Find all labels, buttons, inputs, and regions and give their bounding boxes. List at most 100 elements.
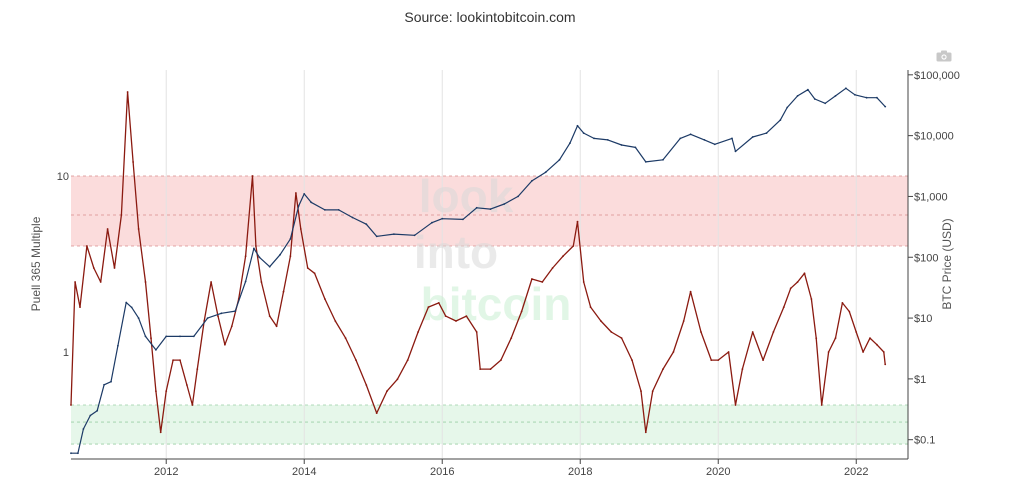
puell-point — [640, 390, 642, 392]
y-left-tick-label: 10 — [57, 171, 69, 183]
puell-point — [479, 368, 482, 370]
puell-point — [662, 368, 664, 370]
camera-icon[interactable] — [936, 50, 952, 62]
puell-point — [224, 343, 226, 346]
watermark-into: into — [414, 226, 498, 278]
puell-point — [815, 337, 818, 339]
puell-point — [79, 306, 81, 308]
x-tick-label: 2020 — [706, 466, 730, 478]
price-point — [103, 383, 105, 386]
puell-point — [672, 351, 675, 353]
price-point — [365, 223, 368, 226]
puell-point — [86, 245, 88, 247]
puell-point — [610, 331, 613, 333]
y-left-tick-label: 1 — [63, 347, 69, 359]
puell-point — [334, 320, 337, 322]
puell-point — [159, 431, 162, 434]
puell-point — [689, 290, 692, 293]
price-point — [130, 306, 133, 309]
puell-point — [772, 331, 775, 333]
price-point — [89, 414, 92, 417]
puell-point — [144, 281, 147, 283]
puell-point — [700, 331, 702, 333]
puell-point — [827, 351, 830, 353]
price-point — [779, 119, 782, 121]
puell-point — [365, 384, 368, 386]
price-point — [393, 233, 395, 236]
puell-point — [217, 315, 219, 317]
puell-point — [306, 267, 309, 269]
puell-point — [834, 337, 837, 339]
price-point — [144, 335, 147, 338]
price-point — [77, 452, 79, 455]
puell-point — [520, 310, 523, 313]
puell-point — [196, 368, 199, 370]
puell-point — [682, 320, 685, 322]
grid-lines — [165, 70, 857, 458]
puell-point — [541, 281, 544, 283]
price-point — [110, 380, 112, 383]
puell-point — [751, 331, 754, 333]
puell-point — [289, 255, 292, 258]
puell-point — [782, 306, 785, 308]
puell-point — [150, 337, 152, 339]
puell-point — [589, 306, 592, 308]
puell-point — [155, 390, 157, 392]
puell-point — [848, 310, 851, 313]
price-point — [303, 193, 306, 195]
puell-point — [165, 390, 168, 392]
puell-point — [126, 91, 129, 93]
puell-point — [855, 331, 858, 333]
price-point — [125, 301, 128, 304]
price-point — [413, 234, 416, 237]
puell-point — [810, 298, 813, 300]
price-point — [324, 209, 326, 211]
puell-point — [620, 337, 623, 339]
puell-point — [734, 404, 737, 406]
price-point — [576, 124, 579, 127]
puell-point — [260, 281, 263, 283]
puell-point — [295, 192, 297, 194]
puell-point — [74, 281, 76, 283]
puell-point — [386, 390, 388, 392]
puell-point — [762, 359, 764, 361]
price-point — [634, 146, 637, 149]
puell-point — [186, 384, 188, 386]
price-point — [279, 253, 281, 256]
x-tick-label: 2014 — [292, 466, 316, 478]
price-point — [297, 205, 300, 207]
puell-point — [582, 281, 585, 283]
price-point — [253, 247, 255, 250]
price-point — [310, 201, 312, 204]
puell-point — [600, 320, 602, 322]
price-point — [703, 139, 706, 141]
price-point — [234, 310, 237, 312]
puell-point — [882, 351, 885, 353]
puell-point — [455, 320, 457, 322]
price-point — [593, 137, 595, 140]
price-point — [786, 106, 789, 109]
puell-point — [644, 431, 647, 434]
puell-point — [437, 302, 440, 304]
puell-point — [727, 351, 730, 353]
valuation-bands — [71, 175, 908, 445]
puell-point — [313, 272, 316, 275]
price-point — [503, 203, 506, 205]
price-point — [337, 209, 340, 211]
price-point — [558, 158, 561, 161]
x-tick-label: 2022 — [844, 466, 868, 478]
puell-point — [427, 306, 430, 308]
series-lines — [70, 87, 887, 455]
puell-point — [191, 404, 194, 406]
price-point — [845, 87, 847, 90]
puell-point — [230, 325, 233, 328]
puell-point — [500, 359, 502, 361]
y-right-tick-label: $1 — [914, 374, 926, 386]
price-point — [765, 132, 768, 135]
puell-point — [417, 331, 419, 333]
band-undervalued — [71, 405, 908, 445]
price-point — [165, 335, 168, 338]
series-price-line — [71, 87, 886, 454]
puell-point — [132, 161, 135, 163]
x-tick-label: 2016 — [430, 466, 454, 478]
